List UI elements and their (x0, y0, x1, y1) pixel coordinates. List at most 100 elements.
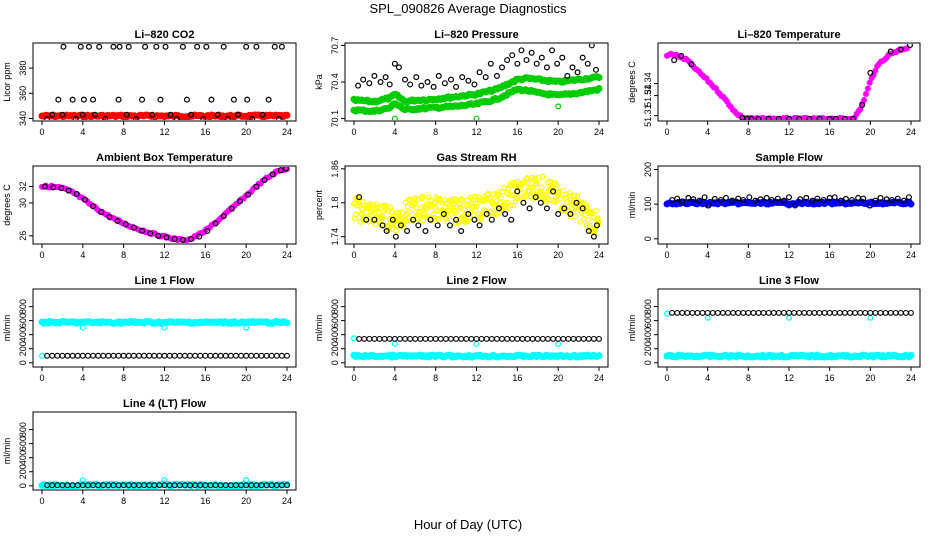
plot-data (663, 309, 915, 361)
y-axis-label: kPa (314, 74, 324, 90)
x-tick-label: 4 (80, 496, 85, 506)
data-point (73, 190, 80, 197)
data-point (179, 44, 186, 50)
plot-data (38, 317, 291, 359)
y-tick-label: 200 (18, 464, 28, 479)
data-point (740, 196, 747, 203)
data-point (245, 191, 252, 198)
panel-title: Li–820 Temperature (737, 29, 840, 41)
x-tick-label: 16 (200, 496, 210, 506)
data-point (371, 216, 378, 223)
data-point (528, 49, 535, 56)
y-axis-label: degrees C (2, 184, 12, 226)
data-point (580, 335, 587, 342)
data-point (64, 352, 71, 359)
y-tick-label: 0 (18, 483, 28, 488)
data-point (84, 352, 91, 359)
data-point (171, 236, 178, 243)
data-point (388, 209, 395, 216)
y-tick-label: 70.4 (330, 73, 340, 91)
data-point (902, 309, 909, 316)
data-point (711, 195, 718, 202)
data-point (689, 309, 696, 316)
y-tick-label: 0 (18, 360, 28, 365)
data-point (38, 352, 45, 359)
data-point (679, 198, 686, 205)
data-point (888, 196, 895, 203)
data-point (701, 194, 708, 201)
data-point (375, 204, 381, 210)
data-point (894, 195, 901, 202)
data-point (478, 335, 485, 342)
y-axis-label: ml/min (314, 315, 324, 342)
data-point (261, 176, 268, 183)
x-tick-label: 24 (906, 127, 916, 137)
data-point (592, 66, 599, 73)
data-point (537, 199, 544, 206)
data-point (796, 115, 803, 120)
plot-frame (32, 165, 297, 245)
data-point (566, 189, 573, 196)
data-point (768, 196, 775, 203)
y-axis-label: ml/min (2, 438, 12, 465)
data-point (146, 352, 153, 359)
data-point (849, 196, 856, 203)
data-point (533, 60, 540, 67)
panel-5: Sample Flow ml/min 0 4 8 12 16 20 24 0 100 200 (627, 152, 921, 260)
data-point (248, 352, 255, 359)
panel-title: Line 4 (LT) Flow (123, 398, 206, 410)
x-tick-label: 12 (159, 250, 169, 260)
data-point (233, 352, 239, 359)
data-point (366, 80, 373, 87)
data-point (430, 83, 437, 90)
data-point (96, 44, 103, 50)
data-point (435, 72, 442, 79)
data-point (130, 352, 137, 359)
data-point (554, 60, 561, 67)
data-point (746, 194, 753, 201)
data-point (589, 210, 595, 217)
data-point (77, 44, 84, 50)
y-axis-label: ml/min (627, 315, 637, 342)
data-point (465, 77, 472, 84)
data-point (704, 314, 711, 321)
data-point (590, 335, 597, 342)
data-point (418, 82, 425, 89)
data-point (821, 309, 828, 316)
data-point (386, 81, 393, 88)
y-tick-label: 800 (18, 422, 28, 437)
data-point (422, 228, 429, 235)
data-point (404, 228, 411, 235)
data-point (441, 80, 448, 87)
y-tick-label: 1.74 (330, 228, 340, 246)
data-point (79, 324, 86, 331)
x-tick-label: 0 (351, 250, 356, 260)
data-point (44, 116, 51, 120)
y-tick-label: 600 (18, 436, 28, 451)
x-tick-label: 4 (705, 127, 710, 137)
y-tick-label: 400 (330, 327, 340, 342)
data-point (422, 335, 429, 342)
data-point (504, 335, 511, 342)
data-point (371, 335, 378, 342)
y-tick-label: 70.7 (330, 37, 340, 55)
data-point (588, 44, 595, 49)
data-point (123, 111, 130, 118)
data-point (395, 64, 402, 71)
data-point (278, 352, 285, 359)
data-point (79, 352, 86, 359)
data-point (413, 74, 420, 81)
data-point (832, 115, 839, 120)
data-point (803, 194, 810, 201)
y-tick-label: 30 (18, 198, 28, 208)
data-point (237, 198, 244, 205)
data-point (678, 52, 685, 59)
data-point (905, 194, 912, 201)
data-point (166, 352, 173, 359)
data-point (259, 111, 266, 118)
data-point (450, 201, 457, 208)
data-point (785, 202, 792, 209)
panel-2: Li–820 Temperature degrees C 0 4 8 12 16 20 24 51… (627, 29, 921, 137)
data-point (841, 309, 848, 316)
panel-title: Line 1 Flow (135, 275, 195, 287)
